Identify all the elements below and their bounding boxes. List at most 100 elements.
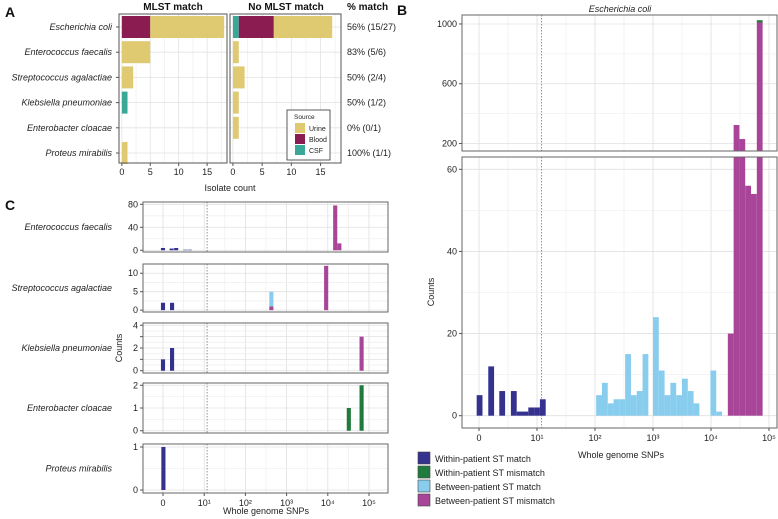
bar-csf <box>232 16 239 38</box>
bar-between-patient-st-match <box>601 382 608 416</box>
bar-between-patient-st-match <box>625 354 631 416</box>
bar-urine <box>273 16 333 38</box>
bar-within-patient-st-match <box>160 359 166 371</box>
plot-border <box>142 263 389 313</box>
plot-border <box>142 443 389 494</box>
bars <box>733 20 763 151</box>
bar-urine <box>232 91 239 114</box>
legend-b: Within-patient ST match Within-patient ST… <box>417 451 555 507</box>
bar-within-patient-st-match <box>160 302 166 311</box>
bar-between-patient-st-mismatch <box>739 157 746 416</box>
x-tick-label: 10⁵ <box>362 498 376 508</box>
bars <box>160 265 329 311</box>
legend-label-between-patient-st-match: Between-patient ST match <box>435 482 541 492</box>
bars <box>346 385 364 431</box>
bars <box>160 336 364 371</box>
legend-swatch-blood <box>295 134 305 144</box>
facet-background <box>119 14 227 163</box>
facet-streptococcus-agalactiae: 0 5 10 Streptococcus agalactiae <box>11 263 389 315</box>
legend-a-box <box>286 109 331 161</box>
y-tick-label: 20 <box>447 329 457 339</box>
bar-between-patient-st-match <box>630 395 637 416</box>
x-tick-label: 0 <box>230 167 235 177</box>
bar-between-patient-st-match <box>653 317 659 416</box>
legend-swatch-between-patient-st-match <box>417 479 431 493</box>
pct-match-header: % match <box>347 2 388 13</box>
legend-label-within-patient-st-mismatch: Within-patient ST mismatch <box>435 468 545 478</box>
y-tick-label: 5 <box>133 287 138 297</box>
y-tick-label: 0 <box>133 366 138 376</box>
bar-within-patient-st-match <box>160 247 166 251</box>
y-tick-label: 0 <box>133 426 138 436</box>
x-tick-label: 5 <box>148 167 153 177</box>
panel-label-a: A <box>5 4 15 20</box>
x-tick-label: 10² <box>239 498 252 508</box>
panel-b-chart: Escherichia coli Whole genome SNPs Count… <box>426 4 778 460</box>
x-tick-label: 10² <box>588 433 601 443</box>
y-tick-label: 0 <box>133 305 138 315</box>
bar-between-patient-st-mismatch <box>727 333 734 416</box>
bar-within-patient-st-match <box>528 407 535 416</box>
y-tick-label: 10 <box>128 268 138 278</box>
bar-between-patient-st-match <box>664 395 671 416</box>
legend-swatch-within-patient-st-mismatch <box>417 465 431 479</box>
bar-between-patient-st-match <box>269 291 274 307</box>
pct-match-label: 0% (0/1) <box>347 123 381 133</box>
bar-urine <box>150 16 225 38</box>
y-tick-label: 40 <box>128 222 138 232</box>
bar-between-patient-st-match <box>670 382 677 416</box>
legend-swatch-between-patient-st-mismatch <box>417 493 431 507</box>
x-tick-label: 10 <box>174 167 184 177</box>
category-label: Klebsiella pneumoniae <box>21 98 112 108</box>
legend-label-within-patient-st-match: Within-patient ST match <box>435 454 531 464</box>
category-label: Escherichia coli <box>49 22 113 32</box>
legend-label-urine: Urine <box>309 126 326 133</box>
y-tick-label: 40 <box>447 246 457 256</box>
bar-blood <box>238 16 274 38</box>
bar-between-patient-st-match <box>596 395 602 416</box>
facet-label: Proteus mirabilis <box>45 464 112 474</box>
bar-within-patient-st-match <box>522 411 529 416</box>
bar-between-patient-st-mismatch <box>337 243 342 251</box>
legend-label-csf: CSF <box>309 148 323 155</box>
bar-within-patient-st-mismatch <box>359 385 364 431</box>
bar-within-patient-st-match <box>488 366 495 416</box>
y-tick-label: 0 <box>133 245 138 255</box>
x-tick-label: 0 <box>119 167 124 177</box>
x-tick-label: 10⁵ <box>762 433 776 443</box>
facet-title-no-mlst-match: No MLST match <box>248 2 324 13</box>
bar-urine <box>121 66 134 89</box>
facet-border <box>229 13 342 164</box>
bar-between-patient-st-mismatch <box>269 306 274 311</box>
bar-between-patient-st-mismatch <box>333 205 338 251</box>
pct-match-label: 50% (2/4) <box>347 72 386 82</box>
bar-between-patient-st-match <box>676 395 682 416</box>
bar-between-patient-st-match <box>636 391 643 416</box>
facet-enterobacter-cloacae: 0 1 2 Enterobacter cloacae <box>27 380 389 436</box>
bar-within-patient-st-match <box>170 348 175 371</box>
y-tick-label: 2 <box>133 380 138 390</box>
x-tick-label: 10³ <box>280 498 293 508</box>
bar-between-patient-st-match <box>687 391 694 416</box>
y-tick-label: 1 <box>133 403 138 413</box>
bar-within-patient-st-match <box>170 302 175 311</box>
bar-urine <box>232 41 239 64</box>
bar-within-patient-st-match <box>187 249 192 251</box>
bar-between-patient-st-match <box>693 403 700 416</box>
x-tick-label: 15 <box>316 167 326 177</box>
category-label: Proteus mirabilis <box>45 148 112 158</box>
bar-between-patient-st-match <box>607 403 614 416</box>
x-tick-label: 0 <box>476 433 481 443</box>
x-tick-label: 10¹ <box>530 433 543 443</box>
bar-between-patient-st-mismatch <box>733 124 740 151</box>
bar-between-patient-st-match <box>710 370 717 416</box>
y-tick-label: 1000 <box>437 19 457 29</box>
panel-label-b: B <box>397 2 407 18</box>
bar-between-patient-st-mismatch <box>756 157 763 416</box>
bar-between-patient-st-mismatch <box>739 139 746 151</box>
y-axis-label-c: Counts <box>114 333 124 362</box>
bar-within-patient-st-match <box>183 249 188 251</box>
bar-within-patient-st-match <box>534 407 540 416</box>
bar-between-patient-st-mismatch <box>324 265 329 311</box>
